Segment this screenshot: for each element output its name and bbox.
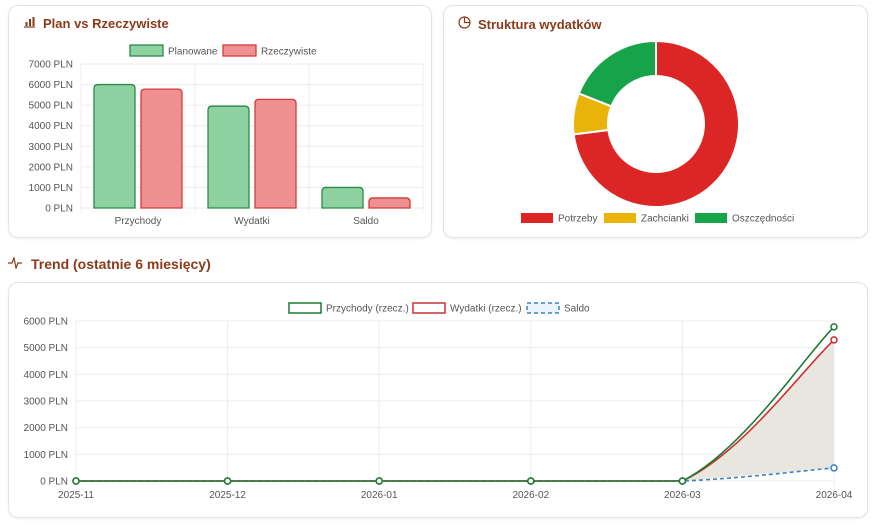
bar-actual — [254, 98, 297, 209]
x-tick-label: Saldo — [353, 216, 379, 227]
area-fill — [76, 339, 834, 481]
activity-icon — [8, 255, 22, 272]
x-tick-label: Przychody — [115, 216, 162, 227]
x-tick-label: 2025-11 — [58, 490, 94, 501]
expense-structure-title-text: Struktura wydatków — [478, 16, 602, 32]
data-point — [830, 323, 838, 331]
y-tick-label: 5000 PLN — [24, 343, 68, 354]
legend-label: Potrzeby — [558, 214, 597, 225]
y-tick-label: 4000 PLN — [29, 121, 73, 132]
legend-swatch — [521, 213, 553, 223]
data-point — [223, 477, 232, 485]
donut-slice — [577, 39, 657, 108]
trend-card: 0 PLN 1000 PLN 2000 PLN 3000 PLN 4000 PLN 500… — [8, 282, 868, 518]
legend-label: Planowane — [168, 47, 218, 58]
legend-label: Wydatki (rzecz.) — [450, 304, 522, 315]
data-point — [375, 477, 383, 485]
x-tick-label: 2025-12 — [209, 490, 246, 501]
income-line — [75, 326, 835, 482]
donut-slice — [572, 39, 740, 208]
legend-swatch — [288, 302, 322, 314]
plan-vs-actual-title: Plan vs Rzeczywiste — [23, 16, 169, 31]
legend-swatch — [695, 213, 727, 223]
legend-label: Oszczędności — [732, 214, 794, 225]
trend-title: Trend (ostatnie 6 miesięcy) — [8, 255, 211, 272]
legend-swatch — [412, 302, 446, 314]
y-tick-label: 1000 PLN — [29, 183, 73, 194]
expense-structure-chart: Potrzeby Zachcianki Oszczędności — [521, 39, 794, 225]
legend-swatch — [129, 44, 164, 57]
y-tick-label: 0 PLN — [40, 477, 68, 488]
trend-title-text: Trend (ostatnie 6 miesięcy) — [31, 256, 211, 272]
legend-swatch — [604, 213, 636, 223]
y-tick-label: 4000 PLN — [24, 370, 68, 381]
legend-swatch — [222, 44, 257, 57]
expense-structure-card: Struktura wydatków Potrzeby Zachcianki Osz… — [443, 5, 868, 238]
y-tick-label: 3000 PLN — [29, 142, 73, 153]
x-tick-label: 2026-01 — [361, 490, 398, 501]
y-tick-label: 6000 PLN — [29, 80, 73, 91]
legend-label: Rzeczywiste — [261, 47, 317, 58]
y-tick-label: 2000 PLN — [29, 162, 73, 173]
plan-vs-actual-card: Plan vs Rzeczywiste 0 PLN 1000 PLN 2000 PL… — [8, 5, 432, 238]
legend-label: Zachcianki — [641, 214, 689, 225]
data-point — [72, 477, 80, 485]
y-tick-label: 0 PLN — [45, 204, 73, 215]
y-tick-label: 5000 PLN — [29, 101, 73, 112]
y-tick-label: 2000 PLN — [24, 423, 68, 434]
x-tick-label: 2026-03 — [664, 490, 701, 501]
data-point — [830, 464, 838, 472]
trend-chart: 0 PLN 1000 PLN 2000 PLN 3000 PLN 4000 PLN 500… — [24, 302, 853, 501]
bar-actual — [140, 88, 183, 209]
data-point — [527, 477, 535, 485]
y-tick-label: 1000 PLN — [24, 450, 68, 461]
plan-vs-actual-chart: 0 PLN 1000 PLN 2000 PLN 3000 PLN 4000 PLN 500… — [29, 44, 424, 227]
y-tick-label: 7000 PLN — [29, 60, 73, 71]
x-tick-label: Wydatki — [234, 216, 269, 227]
expense-structure-title: Struktura wydatków — [458, 16, 602, 32]
y-tick-label: 3000 PLN — [24, 397, 68, 408]
legend-swatch — [526, 302, 560, 314]
bar-planned — [207, 105, 250, 209]
bar-chart-icon — [23, 16, 36, 31]
bar-actual — [368, 197, 411, 209]
y-tick-label: 6000 PLN — [24, 317, 68, 328]
x-tick-label: 2026-02 — [512, 490, 549, 501]
legend-label: Przychody (rzecz.) — [326, 304, 409, 315]
data-point — [830, 336, 838, 344]
legend-label: Saldo — [564, 304, 590, 315]
bar-planned — [321, 186, 364, 209]
pie-chart-icon — [458, 16, 471, 32]
plan-vs-actual-title-text: Plan vs Rzeczywiste — [43, 16, 169, 31]
x-tick-label: 2026-04 — [816, 490, 853, 501]
bar-planned — [93, 83, 136, 209]
data-point — [678, 477, 687, 485]
